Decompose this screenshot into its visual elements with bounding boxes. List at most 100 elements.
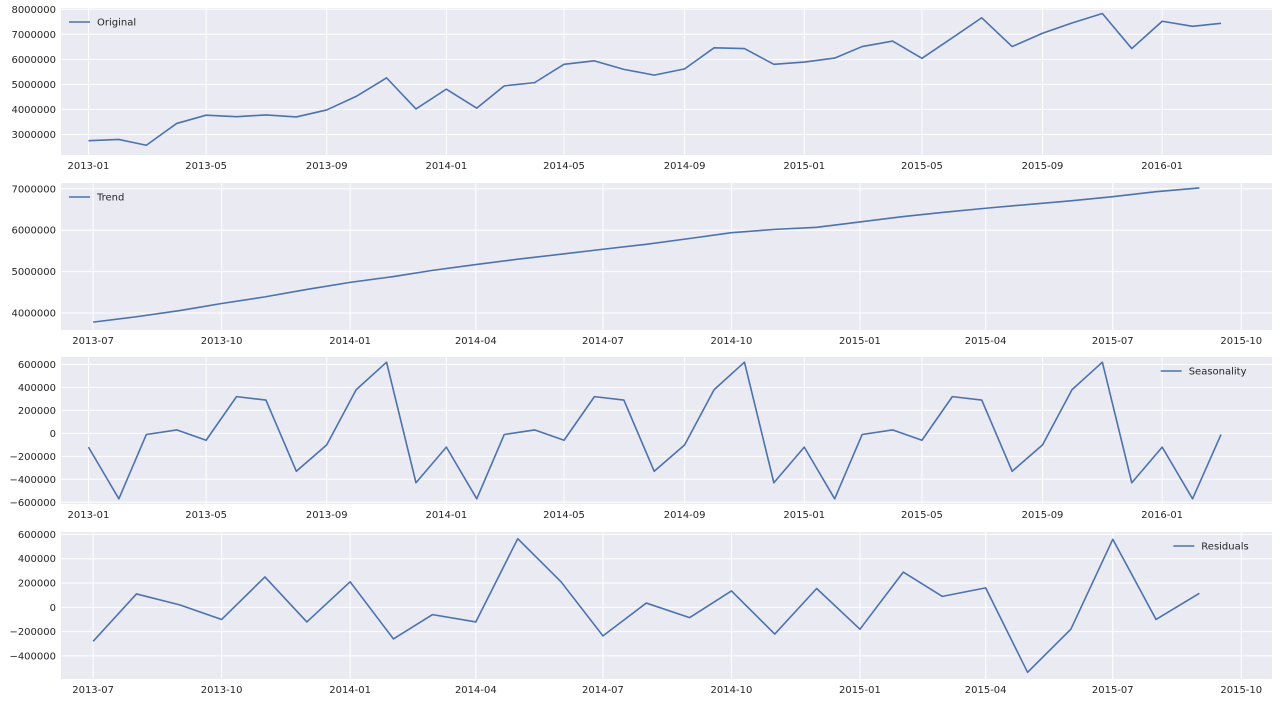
original-legend-label: Original <box>97 18 136 29</box>
residuals-data-point <box>645 602 647 604</box>
trend-data-point <box>645 243 647 245</box>
original-x-tick-label: 2015-09 <box>1022 161 1064 172</box>
original-plot-area <box>61 8 1272 155</box>
panel-trend: 4000000 5000000 6000000 7000000 2013-07 2013-… <box>11 183 1272 347</box>
original-y-tick-label: 6000000 <box>11 55 56 66</box>
residuals-x-tick-label: 2014-07 <box>582 685 624 696</box>
seasonality-data-point <box>145 433 147 435</box>
seasonality-series-line <box>87 361 1222 500</box>
residuals-y-tick-label: −400000 <box>9 651 56 662</box>
residuals-data-point <box>392 638 394 640</box>
trend-data-point <box>1070 200 1072 202</box>
seasonality-data-point <box>118 498 120 500</box>
seasonality-data-point <box>415 482 417 484</box>
seasonality-data-point <box>87 446 89 448</box>
original-series-line <box>88 12 1222 147</box>
residuals-x-tick-label: 2014-01 <box>329 685 371 696</box>
original-x-tick-label: 2015-05 <box>901 161 943 172</box>
residuals-data-point <box>349 581 351 583</box>
residuals-data-point <box>859 628 861 630</box>
seasonality-data-point <box>773 482 775 484</box>
original-data-point <box>445 88 447 90</box>
trend-data-point <box>179 309 181 311</box>
residuals-data-point <box>135 593 137 595</box>
residuals-data-point <box>1198 592 1200 594</box>
residuals-data-point <box>941 595 943 597</box>
residuals-data-point <box>220 618 222 620</box>
original-data-point <box>235 115 237 117</box>
seasonality-data-point <box>326 444 328 446</box>
residuals-data-point <box>517 537 519 539</box>
original-x-tick-label: 2014-01 <box>425 161 467 172</box>
seasonality-data-point <box>593 395 595 397</box>
seasonality-data-point <box>265 399 267 401</box>
seasonality-x-tick-label: 2013-01 <box>68 510 110 521</box>
seasonality-data-point <box>981 399 983 401</box>
original-legend: Original <box>69 18 136 29</box>
seasonality-y-tick-label: −600000 <box>9 498 56 509</box>
residuals-data-point <box>730 590 732 592</box>
residuals-data-point <box>1155 618 1157 620</box>
trend-data-point <box>941 211 943 213</box>
trend-data-point <box>688 237 690 239</box>
seasonality-y-tick-label: 400000 <box>18 383 56 394</box>
original-data-point <box>476 107 478 109</box>
original-data-point <box>1041 32 1043 34</box>
residuals-series-line <box>92 537 1200 674</box>
original-y-tick-label: 7000000 <box>11 30 56 41</box>
trend-data-point <box>1112 195 1114 197</box>
seasonality-data-point <box>235 395 237 397</box>
residuals-data-point <box>560 581 562 583</box>
original-x-tick-label: 2015-01 <box>783 161 825 172</box>
original-data-point <box>1161 20 1163 22</box>
seasonality-data-point <box>355 389 357 391</box>
seasonality-plot-area <box>61 357 1272 504</box>
trend-y-tick-label: 6000000 <box>11 226 56 237</box>
trend-data-point <box>602 248 604 250</box>
residuals-data-point <box>602 635 604 637</box>
seasonality-data-point <box>861 433 863 435</box>
residuals-data-point <box>984 587 986 589</box>
original-x-tick-label: 2014-05 <box>543 161 585 172</box>
seasonality-legend: Seasonality <box>1160 367 1247 378</box>
trend-data-point <box>135 316 137 318</box>
original-data-point <box>415 108 417 110</box>
original-data-point <box>205 114 207 116</box>
seasonality-data-point <box>503 433 505 435</box>
original-y-tick-label: 3000000 <box>11 130 56 141</box>
residuals-data-point <box>1112 538 1114 540</box>
original-y-tick-label: 8000000 <box>11 5 56 16</box>
original-data-point <box>326 109 328 111</box>
panel-residuals: −400000 −200000 0 200000 400000 600000 2013-07… <box>9 530 1272 696</box>
original-data-point <box>951 37 953 39</box>
original-x-tick-label: 2013-05 <box>185 161 227 172</box>
residuals-x-tick-label: 2013-10 <box>201 685 243 696</box>
trend-data-point <box>392 275 394 277</box>
seasonality-data-point <box>563 439 565 441</box>
residuals-y-tick-label: −200000 <box>9 627 56 638</box>
residuals-data-point <box>431 613 433 615</box>
residuals-data-point <box>902 571 904 573</box>
residuals-x-tick-label: 2015-07 <box>1092 685 1134 696</box>
residuals-x-tick-label: 2015-10 <box>1220 685 1262 696</box>
residuals-legend: Residuals <box>1173 542 1249 553</box>
residuals-y-tick-label: 600000 <box>18 530 56 541</box>
seasonality-data-point <box>921 439 923 441</box>
original-data-point <box>593 60 595 62</box>
trend-y-tick-label: 4000000 <box>11 309 56 320</box>
residuals-data-point <box>1026 671 1028 673</box>
seasonality-x-tick-label: 2014-09 <box>664 510 706 521</box>
original-data-point <box>713 47 715 49</box>
original-data-point <box>176 122 178 124</box>
panel-original: 3000000 4000000 5000000 6000000 7000000 80000… <box>11 5 1272 172</box>
seasonality-data-point <box>205 439 207 441</box>
seasonality-data-point <box>1101 361 1103 363</box>
original-x-tick-label: 2013-01 <box>68 161 110 172</box>
trend-x-tick-label: 2013-10 <box>201 336 243 347</box>
seasonality-y-tick-label: 600000 <box>18 360 56 371</box>
original-data-point <box>87 140 89 142</box>
seasonality-data-point <box>683 444 685 446</box>
trend-data-point <box>730 231 732 233</box>
seasonality-x-tick-label: 2013-05 <box>185 510 227 521</box>
seasonality-data-point <box>1220 433 1222 435</box>
